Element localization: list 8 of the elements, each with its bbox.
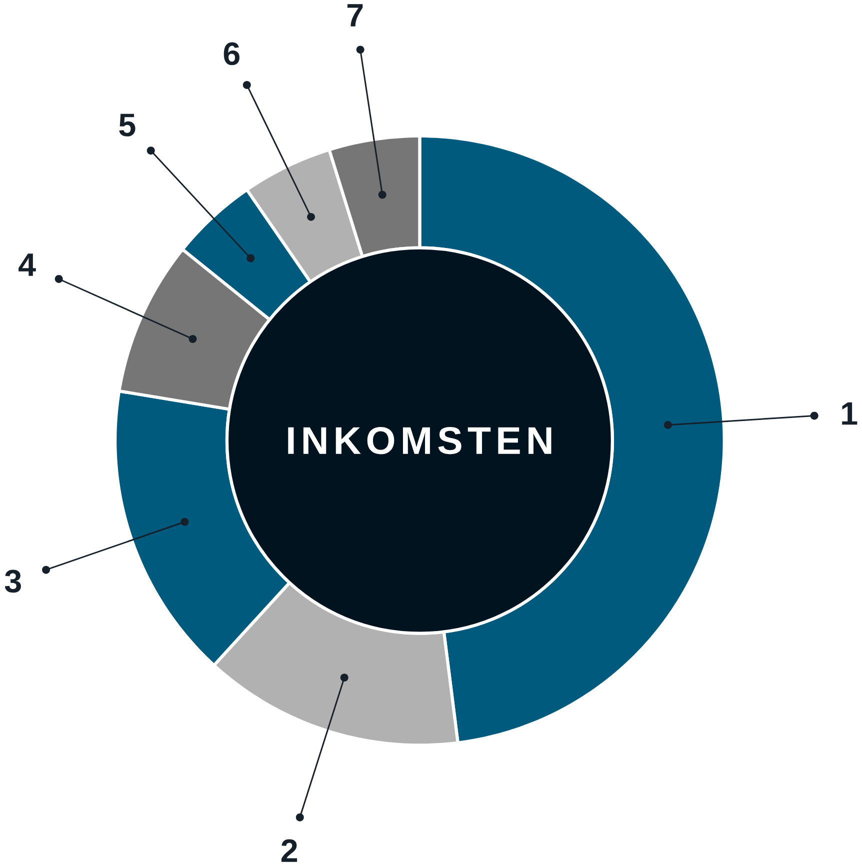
slice-label: 1	[842, 402, 858, 425]
slice-label: 5	[119, 114, 136, 136]
slice-label: 3	[4, 570, 21, 593]
slice-label: 7	[347, 4, 363, 26]
slice-label: 6	[224, 42, 240, 66]
slice-label: 2	[281, 839, 297, 862]
slice-label: 4	[18, 254, 36, 276]
text: INKOMSTEN	[288, 426, 552, 454]
